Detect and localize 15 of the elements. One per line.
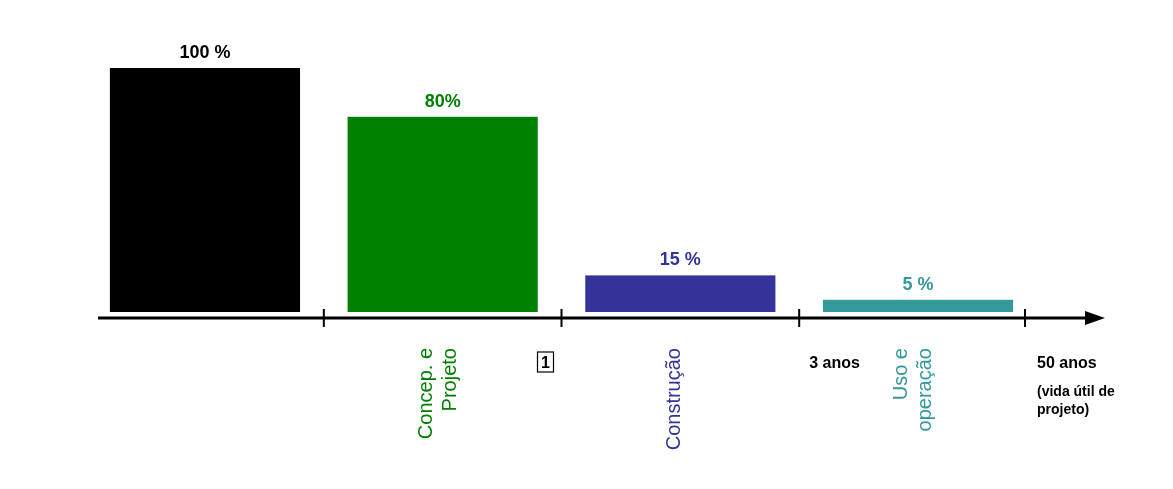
bar <box>585 275 776 312</box>
text: 3 anos <box>809 354 860 371</box>
x-tick-label: Construção <box>662 348 685 451</box>
data-label: 80% <box>424 90 461 111</box>
bar <box>109 68 301 312</box>
x-tick-label: Concep. e Projeto <box>413 348 460 440</box>
x-tick-label: Uso e operação <box>889 348 936 432</box>
data-label: 100 % <box>179 42 231 62</box>
text: (vida útil de projeto) <box>1037 383 1115 417</box>
data-label: 15 % <box>659 249 701 270</box>
text: 1 <box>541 354 551 371</box>
bar <box>347 116 538 312</box>
bar <box>822 299 1014 312</box>
data-label: 5 % <box>902 273 934 294</box>
text: 50 anos <box>1037 354 1097 371</box>
